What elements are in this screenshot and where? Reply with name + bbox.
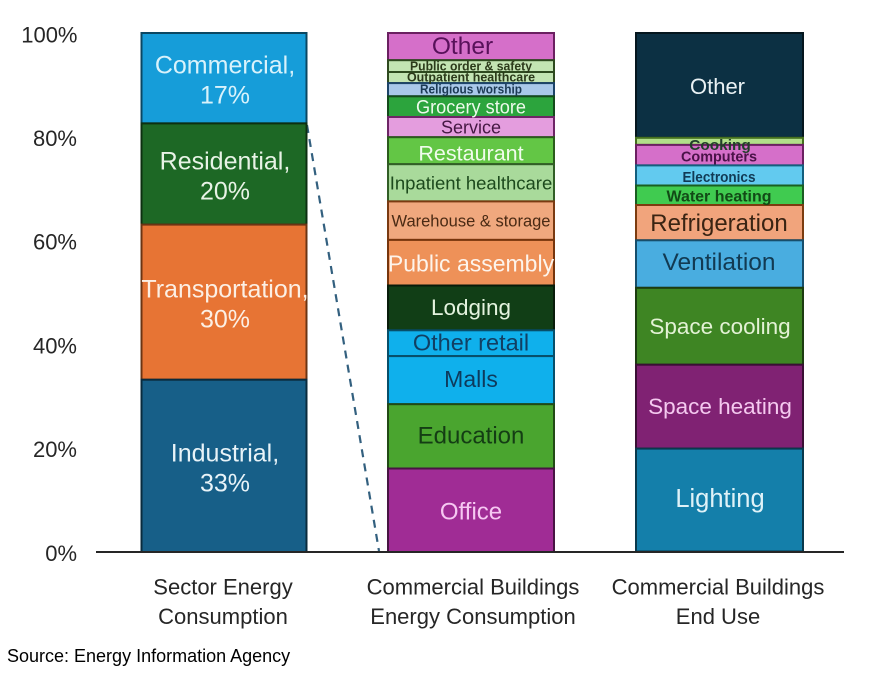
svg-text:20%: 20%: [33, 437, 77, 462]
svg-text:Source: Energy Information Age: Source: Energy Information Agency: [7, 646, 290, 666]
svg-text:Malls: Malls: [444, 366, 498, 392]
svg-text:33%: 33%: [200, 469, 250, 497]
svg-text:40%: 40%: [33, 334, 77, 359]
svg-text:Computers: Computers: [681, 149, 757, 166]
svg-text:20%: 20%: [200, 178, 250, 206]
svg-text:Cooking: Cooking: [689, 137, 751, 154]
svg-text:Other: Other: [690, 74, 745, 99]
svg-text:Restaurant: Restaurant: [418, 142, 523, 166]
svg-text:Inpatient healthcare: Inpatient healthcare: [390, 172, 553, 193]
svg-text:0%: 0%: [45, 541, 77, 566]
svg-text:Water heating: Water heating: [667, 189, 772, 206]
svg-text:Energy Consumption: Energy Consumption: [370, 604, 575, 629]
svg-text:Other: Other: [432, 33, 493, 60]
svg-text:Residential,: Residential,: [160, 148, 291, 176]
svg-text:Warehouse & storage: Warehouse & storage: [392, 213, 551, 231]
svg-text:End Use: End Use: [676, 604, 760, 629]
svg-text:Office: Office: [440, 499, 502, 526]
svg-text:Commercial Buildings: Commercial Buildings: [367, 575, 580, 600]
svg-text:Ventilation: Ventilation: [662, 249, 775, 276]
svg-text:Religious worship: Religious worship: [420, 82, 522, 97]
svg-text:Lodging: Lodging: [431, 295, 511, 320]
svg-text:Other retail: Other retail: [413, 330, 529, 356]
svg-text:Refrigeration: Refrigeration: [650, 210, 787, 237]
svg-text:Transportation,: Transportation,: [141, 276, 308, 304]
svg-text:60%: 60%: [33, 230, 77, 255]
svg-text:100%: 100%: [21, 23, 77, 48]
svg-text:30%: 30%: [200, 306, 250, 334]
svg-text:17%: 17%: [200, 82, 250, 110]
svg-text:Education: Education: [418, 423, 525, 450]
svg-text:Electronics: Electronics: [683, 169, 756, 186]
svg-text:Outpatient healthcare: Outpatient healthcare: [407, 70, 535, 85]
svg-text:Space cooling: Space cooling: [649, 314, 790, 339]
svg-text:Commercial,: Commercial,: [155, 52, 295, 80]
svg-text:Service: Service: [441, 118, 501, 138]
svg-text:Space heating: Space heating: [648, 394, 792, 419]
svg-text:Commercial Buildings: Commercial Buildings: [612, 575, 825, 600]
svg-text:Sector Energy: Sector Energy: [153, 575, 292, 600]
svg-text:Grocery store: Grocery store: [416, 98, 526, 119]
svg-text:Industrial,: Industrial,: [171, 439, 279, 467]
svg-text:Lighting: Lighting: [675, 485, 764, 513]
svg-text:Consumption: Consumption: [158, 604, 288, 629]
svg-text:Public assembly: Public assembly: [388, 251, 555, 277]
svg-text:Public order & safety: Public order & safety: [410, 59, 533, 74]
svg-text:80%: 80%: [33, 126, 77, 151]
